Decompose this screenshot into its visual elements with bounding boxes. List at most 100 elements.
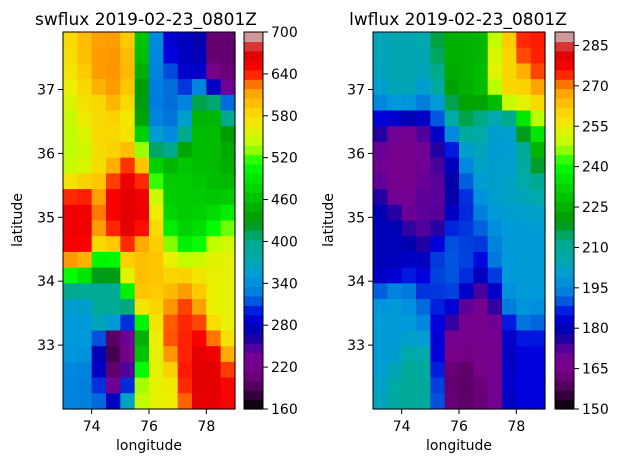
heatmap-cell	[192, 63, 207, 80]
heatmap-cell	[206, 189, 222, 206]
heatmap-cell	[502, 32, 517, 49]
heatmap-cell	[401, 126, 417, 143]
heatmap-cell	[134, 79, 150, 96]
heatmap-cell	[163, 361, 179, 379]
heatmap-cell	[487, 346, 503, 363]
heatmap-cell	[473, 361, 489, 379]
colorbar-band	[244, 314, 263, 325]
heatmap-cell	[416, 220, 431, 237]
heatmap-cell	[77, 236, 93, 253]
colorbar-band	[555, 192, 574, 203]
heatmap-cell	[516, 79, 532, 96]
heatmap-cell	[106, 393, 121, 410]
heatmap-cell	[387, 251, 403, 269]
heatmap-cell	[373, 79, 388, 96]
heatmap-cell	[416, 393, 431, 410]
heatmap-cell	[373, 330, 388, 347]
heatmap-cell	[516, 63, 532, 80]
heatmap-cell	[149, 32, 164, 49]
colorbar-tick-label: 220	[271, 360, 298, 376]
lwflux-panel: lwflux 2019-02-23_0801Z 74 76 78 333435363…	[321, 10, 609, 454]
heatmap-cell	[459, 299, 474, 316]
heatmap-cell	[63, 173, 78, 190]
heatmap-cell	[416, 63, 431, 80]
heatmap-cell	[106, 157, 121, 174]
heatmap-cell	[502, 126, 517, 143]
heatmap-cell	[502, 330, 517, 347]
heatmap-cell	[91, 283, 107, 300]
heatmap-cell	[177, 330, 193, 347]
heatmap-cell	[220, 299, 236, 316]
heatmap-cell	[91, 299, 107, 316]
y-tick-label: 34	[37, 274, 55, 290]
heatmap-cell	[373, 141, 388, 159]
heatmap-cell	[502, 393, 517, 410]
heatmap-cell	[502, 189, 517, 206]
heatmap-cell	[120, 94, 136, 112]
heatmap-cell	[149, 236, 164, 253]
colorbar-band	[244, 277, 263, 288]
heatmap-cell	[206, 220, 222, 237]
heatmap-cell	[91, 236, 107, 253]
heatmap-cell	[134, 267, 150, 284]
heatmap-cell	[373, 393, 388, 410]
heatmap-cell	[473, 173, 489, 190]
colorbar-band	[555, 116, 574, 127]
heatmap-cell	[177, 236, 193, 253]
heatmap-cell	[134, 189, 150, 206]
heatmap-cell	[530, 157, 546, 174]
heatmap-cell	[149, 283, 164, 300]
heatmap-cell	[459, 157, 474, 174]
heatmap-cell	[206, 299, 222, 316]
heatmap-cell	[163, 32, 179, 49]
heatmap-cell	[516, 267, 532, 284]
heatmap-cell	[192, 110, 207, 127]
heatmap-cell	[444, 79, 460, 96]
heatmap-cell	[373, 63, 388, 80]
heatmap-cell	[487, 126, 503, 143]
heatmap-cell	[487, 314, 503, 332]
heatmap-cell	[430, 283, 446, 300]
heatmap-cell	[459, 47, 474, 65]
heatmap-cell	[177, 141, 193, 159]
heatmap-cell	[206, 47, 222, 65]
heatmap-cell	[530, 94, 546, 112]
heatmap-cell	[401, 47, 417, 65]
heatmap-cell	[149, 330, 164, 347]
heatmap-cell	[192, 393, 207, 410]
colorbar-band	[555, 333, 574, 344]
heatmap-cell	[459, 346, 474, 363]
heatmap-cell	[192, 236, 207, 253]
heatmap-cell	[177, 126, 193, 143]
heatmap-cell	[206, 236, 222, 253]
heatmap-cell	[91, 251, 107, 269]
swflux-colorbar-ticks: 160 220 280 340 400 460 520 580 640 700	[263, 25, 298, 418]
heatmap-cell	[192, 251, 207, 269]
heatmap-cell	[401, 141, 417, 159]
heatmap-cell	[63, 47, 78, 65]
y-tick-label: 33	[37, 338, 55, 354]
heatmap-cell	[444, 63, 460, 80]
heatmap-cell	[63, 236, 78, 253]
heatmap-cell	[530, 267, 546, 284]
heatmap-cell	[373, 314, 388, 332]
heatmap-cell	[177, 283, 193, 300]
colorbar-band	[555, 154, 574, 165]
heatmap-cell	[163, 204, 179, 222]
heatmap-cell	[134, 314, 150, 332]
heatmap-cell	[106, 141, 121, 159]
heatmap-cell	[91, 267, 107, 284]
heatmap-cell	[516, 173, 532, 190]
heatmap-cell	[473, 267, 489, 284]
heatmap-cell	[63, 251, 78, 269]
heatmap-cell	[192, 141, 207, 159]
heatmap-cell	[149, 63, 164, 80]
colorbar-band	[555, 371, 574, 382]
heatmap-cell	[91, 79, 107, 96]
heatmap-cell	[416, 204, 431, 222]
heatmap-cell	[473, 299, 489, 316]
heatmap-cell	[401, 110, 417, 127]
colorbar-band	[244, 135, 263, 146]
heatmap-cell	[192, 220, 207, 237]
heatmap-cell	[401, 346, 417, 363]
